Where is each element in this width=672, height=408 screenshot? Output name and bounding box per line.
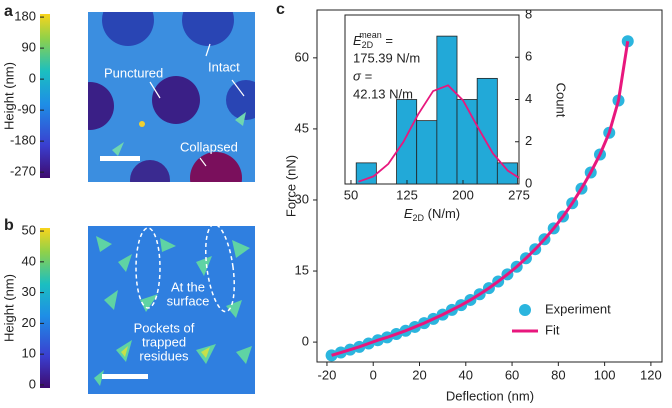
colorbar	[40, 14, 50, 178]
x-axis-label: Deflection (nm)	[446, 388, 534, 403]
colorbar-tick-label: 10	[22, 346, 36, 361]
y-tick-label: 2	[525, 133, 532, 148]
inset-annotation: σ =	[353, 68, 372, 83]
x-tick-label: 80	[551, 367, 565, 382]
panel-letter: b	[4, 217, 14, 234]
colorbar-tick-label: 20	[22, 315, 36, 330]
x-tick-label: 40	[459, 367, 473, 382]
histogram-bar	[496, 162, 518, 185]
colorbar-tick-label: -270	[10, 164, 36, 179]
histogram-bar	[396, 99, 418, 185]
y-tick-label: 45	[295, 120, 309, 135]
colorbar-tick-label: -180	[10, 133, 36, 148]
y-tick-label: 30	[295, 191, 309, 206]
afm-image	[88, 12, 255, 182]
annotation: At the	[171, 279, 205, 294]
x-tick-label: 60	[505, 367, 519, 382]
inset-y-label: Count	[554, 83, 569, 118]
superscript: mean	[359, 30, 382, 40]
fit-line	[331, 41, 630, 357]
x-tick-label: 50	[344, 187, 358, 202]
y-tick-label: 8	[525, 6, 532, 21]
y-tick-label: 60	[295, 49, 309, 64]
legend-label: Experiment	[545, 301, 611, 316]
equals: =	[382, 33, 393, 48]
colorbar-tick-label: 40	[22, 253, 36, 268]
legend-swatch	[519, 304, 531, 316]
colorbar-tick-label: 0	[29, 71, 36, 86]
annotation-lines	[149, 43, 245, 167]
y-tick-label: 0	[525, 175, 532, 190]
annotation: residues	[139, 348, 189, 363]
colorbar-tick-label: 180	[14, 9, 36, 24]
colorbar-label: Height (nm)	[1, 274, 16, 342]
annotation: surface	[167, 293, 210, 308]
symbol: E	[353, 33, 362, 48]
x-tick-label: -20	[318, 367, 337, 382]
colorbar	[40, 228, 50, 388]
annotation: Intact	[208, 59, 240, 74]
plot-frame	[316, 9, 663, 363]
annotation: trapped	[142, 334, 186, 349]
colorbar-tick-label: 90	[22, 40, 36, 55]
annotation: Punctured	[104, 65, 163, 80]
afm-image	[88, 226, 255, 394]
x-tick-label: 275	[508, 187, 530, 202]
colorbar-tick-label: 0	[29, 376, 36, 391]
x-tick-label: 0	[370, 367, 377, 382]
colorbar-tick-label: 30	[22, 284, 36, 299]
unit: (N/m)	[424, 206, 460, 221]
histogram-bar	[416, 120, 438, 185]
y-tick-label: 0	[302, 334, 309, 349]
x-tick-label: 125	[396, 187, 418, 202]
x-tick-label: 120	[640, 367, 662, 382]
y-axis-label: Force (nN)	[283, 155, 298, 217]
inset-annotation: E2Dmean =	[353, 30, 393, 50]
y-tick-label: 15	[295, 262, 309, 277]
subscript: 2D	[362, 40, 374, 50]
annotation: Collapsed	[180, 139, 238, 154]
scale-bar	[100, 156, 140, 161]
panel-letter: c	[276, 1, 285, 18]
inset-annotation: 42.13 N/m	[353, 86, 413, 101]
histogram-bar	[476, 77, 498, 185]
colorbar-label: Height (nm)	[1, 62, 16, 130]
subscript: 2D	[413, 213, 425, 223]
y-tick-label: 6	[525, 49, 532, 64]
x-tick-label: 200	[452, 187, 474, 202]
annotation: Pockets of	[134, 320, 195, 335]
symbol: E	[404, 206, 413, 221]
gaussian-fit	[358, 84, 520, 183]
inset-x-label: E2D (N/m)	[404, 206, 460, 223]
colorbar-tick-label: -90	[17, 102, 36, 117]
y-tick-label: 4	[525, 91, 532, 106]
x-tick-label: 20	[412, 367, 426, 382]
colorbar-tick-label: 50	[22, 223, 36, 238]
inset-annotation: 175.39 N/m	[353, 50, 420, 65]
x-tick-label: 100	[594, 367, 616, 382]
legend-label: Fit	[545, 322, 560, 337]
panel-letter: a	[4, 3, 13, 20]
scale-bar	[102, 374, 148, 379]
histogram-bar	[456, 99, 478, 185]
histogram-bar	[436, 35, 458, 185]
